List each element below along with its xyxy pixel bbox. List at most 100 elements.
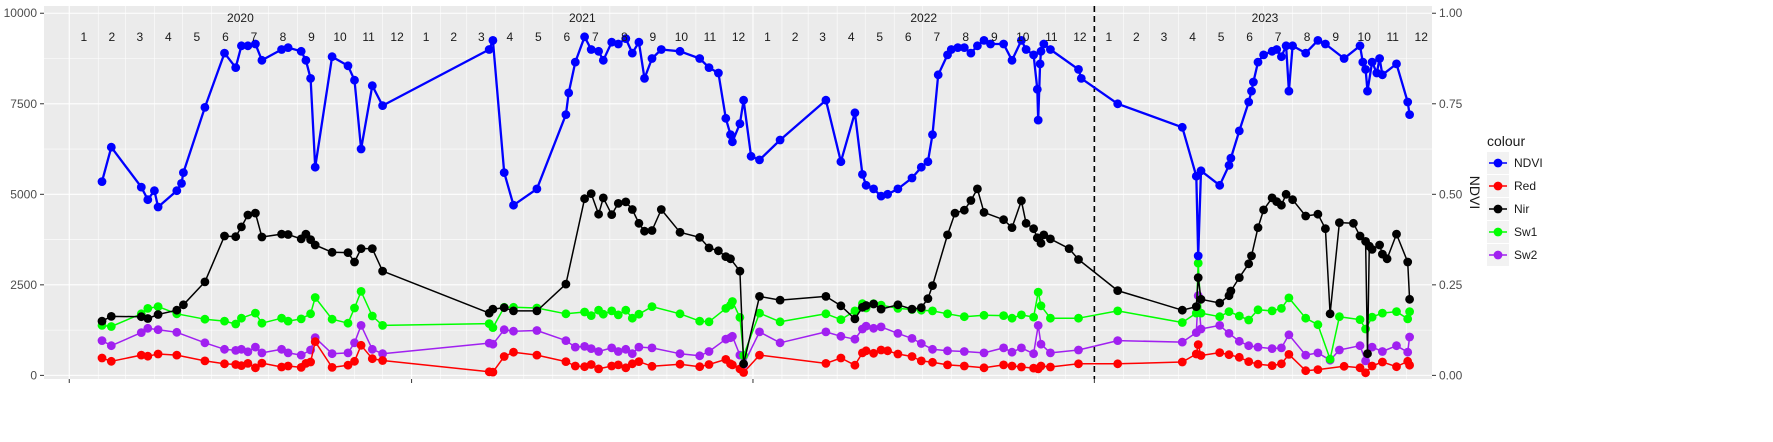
data-point-sw2 [999,343,1008,353]
data-point-nir [973,184,982,194]
data-point-sw1 [200,314,210,324]
data-point-ndvi [1029,50,1038,60]
data-point-nir [1017,196,1026,206]
data-point-ndvi [1355,41,1365,51]
data-point-ndvi [301,55,311,65]
data-point-sw2 [1335,345,1344,355]
data-point-ndvi [231,63,241,72]
data-point-sw2 [1017,343,1026,353]
series-ndvi [97,32,1414,261]
data-point-sw1 [728,297,737,306]
month-label: 1 [423,30,430,44]
data-point-ndvi [634,37,644,47]
data-point-red [943,360,952,370]
data-point-red [1367,361,1377,371]
data-point-sw2 [1284,330,1294,340]
data-point-red [883,346,892,356]
month-label: 5 [535,30,542,44]
data-point-ndvi [356,144,366,154]
data-point-sw2 [850,334,860,344]
month-label: 10 [1016,30,1030,44]
data-point-nir [714,246,723,256]
data-point-nir [499,303,509,313]
data-point-ndvi [1226,153,1236,163]
data-point-sw1 [1074,313,1083,323]
data-point-sw2 [243,347,253,357]
data-point-sw1 [928,306,937,316]
year-label: 2021 [569,11,596,25]
data-point-nir [1226,286,1236,296]
data-point-sw1 [647,302,657,311]
data-point-sw1 [1033,287,1043,297]
data-point-nir [627,205,637,214]
legend-label-nir: Nir [1514,202,1529,216]
data-point-sw2 [570,342,580,352]
data-point-nir [621,197,631,207]
legend-label-sw1: Sw1 [1514,225,1538,239]
month-label: 11 [704,30,717,44]
legend-key-point [1493,158,1503,168]
data-point-ndvi [1224,160,1234,170]
data-point-red [1193,340,1203,349]
data-point-ndvi [923,157,933,167]
data-point-red [1339,361,1349,371]
month-label: 10 [1358,30,1372,44]
data-point-red [327,363,337,372]
data-point-sw1 [220,316,229,326]
data-point-nir [200,277,210,287]
data-point-ndvi [220,48,229,58]
month-label: 9 [991,30,998,44]
data-point-nir [106,312,116,321]
data-point-nir [861,301,871,310]
data-point-nir [243,210,253,220]
data-point-nir [598,193,608,203]
month-label: 7 [933,30,940,44]
data-point-red [634,357,644,366]
data-point-sw2 [106,341,116,351]
data-point-ndvi [327,52,337,62]
data-point-ndvi [893,184,903,194]
data-point-nir [1301,211,1311,221]
data-point-red [876,345,886,355]
data-point-ndvi [861,180,871,190]
data-point-red [257,358,267,368]
data-point-nir [1349,218,1358,228]
data-point-sw1 [704,317,714,327]
data-point-ndvi [106,142,116,152]
month-label: 1 [80,30,87,44]
data-point-sw1 [153,302,163,311]
data-point-ndvi [821,95,831,105]
data-point-nir [231,232,241,242]
data-point-sw1 [1224,307,1234,316]
data-point-sw1 [979,310,989,320]
data-point-nir [647,226,657,235]
data-point-sw2 [1036,339,1046,349]
data-point-ndvi [1367,57,1377,67]
data-point-sw1 [999,311,1008,320]
data-point-nir [1288,195,1297,205]
data-point-ndvi [179,168,188,178]
data-point-sw2 [979,348,989,358]
data-point-ndvi [1247,86,1256,96]
month-label: 6 [1246,30,1253,44]
data-point-ndvi [97,177,107,187]
data-point-ndvi [367,81,377,91]
data-point-nir [607,210,617,220]
data-point-sw2 [153,325,163,335]
month-label: 7 [251,30,258,44]
y-axis-right: 0.00 0.25 0.50 0.75 1.00 [1432,6,1463,382]
month-label: 8 [1304,30,1311,44]
data-point-ndvi [594,46,603,56]
data-point-nir [586,189,596,199]
month-label: 6 [222,30,229,44]
data-point-ndvi [704,63,714,72]
data-point-ndvi [153,202,163,212]
data-point-nir [876,304,886,314]
data-point-red [621,363,631,373]
data-point-sw2 [1029,349,1038,359]
data-point-nir [343,248,353,257]
month-label: 4 [165,30,172,44]
data-point-sw2 [367,344,377,354]
data-point-sw1 [106,322,116,331]
data-point-sw1 [356,287,366,296]
